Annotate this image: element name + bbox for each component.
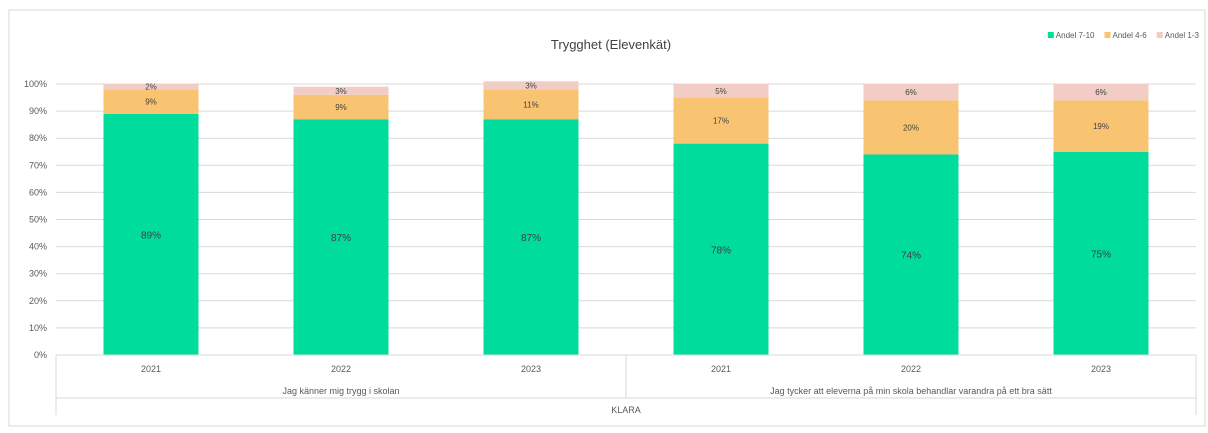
data-label: 19% (1093, 122, 1109, 131)
bar-segment (673, 84, 769, 98)
y-tick-label: 20% (29, 296, 47, 306)
data-label: 17% (713, 117, 729, 126)
bar-segment (483, 89, 579, 120)
bar-segment (103, 89, 199, 114)
bar-segment (863, 154, 959, 355)
group-label: Jag tycker att eleverna på min skola beh… (770, 386, 1052, 396)
data-label: 11% (523, 100, 538, 109)
y-tick-label: 0% (34, 350, 47, 360)
data-label: 6% (905, 88, 917, 97)
y-tick-label: 60% (29, 187, 47, 197)
legend: Andel 1-3 Andel 4-6 Andel 7-10 (1047, 31, 1200, 40)
chart-area-border (8, 9, 1206, 427)
legend-swatch (1104, 32, 1111, 38)
bar-segment (863, 100, 959, 155)
bar-segment (103, 113, 199, 355)
y-tick-label: 100% (24, 79, 47, 89)
gridlines (56, 83, 1196, 356)
outer-category-label: KLARA (611, 405, 641, 415)
data-label: 89% (141, 230, 161, 241)
y-tick-label: 30% (29, 269, 47, 279)
legend-swatch (1156, 32, 1163, 38)
data-label: 2% (145, 83, 157, 92)
x-tick-label: 2022 (331, 364, 351, 374)
x-tick-label: 2023 (521, 364, 541, 374)
bar-segment (293, 94, 389, 120)
group-label: Jag känner mig trygg i skolan (282, 386, 399, 396)
legend-label: Andel 7-10 (1056, 31, 1095, 40)
bar-segment (1053, 84, 1149, 101)
data-label: 6% (1095, 88, 1107, 97)
x-tick-label: 2022 (901, 364, 921, 374)
data-label: 74% (901, 251, 921, 262)
bar-segment (103, 84, 199, 90)
bar-segment (863, 84, 959, 101)
legend-label: Andel 4-6 (1113, 31, 1148, 40)
y-tick-label: 50% (29, 215, 47, 225)
bar-segment (1053, 151, 1149, 355)
legend-item: Andel 1-3 (1156, 31, 1200, 40)
bars: 89% 9% 2% 87% 9% 3% 87% 11% 3% 78% 17% 5% 74% 20% 6% 75… (103, 81, 1149, 355)
bar-segment (1053, 100, 1149, 152)
data-label: 20% (903, 123, 919, 132)
bar-segment (483, 81, 579, 90)
data-label: 87% (521, 233, 541, 244)
data-label: 3% (525, 81, 537, 90)
data-label: 5% (715, 87, 727, 96)
x-tick-label: 2021 (141, 364, 161, 374)
legend-label: Andel 1-3 (1165, 31, 1200, 40)
y-tick-label: 10% (29, 323, 47, 333)
data-label: 9% (335, 103, 347, 112)
y-tick-label: 40% (29, 242, 47, 252)
data-label: 75% (1091, 249, 1111, 260)
x-tick-label: 2021 (711, 364, 731, 374)
y-axis: 0% 10% 20% 30% 40% 50% 60% 70% 80% 90% 100% (24, 79, 47, 360)
y-tick-label: 80% (29, 133, 47, 143)
bar-segment (483, 119, 579, 355)
chart-title: Trygghet (Elevenkät) (551, 37, 671, 52)
bar-segment (673, 97, 769, 144)
data-label: 87% (331, 233, 351, 244)
legend-swatch (1047, 32, 1054, 38)
bar-segment (293, 86, 389, 95)
x-tick-label: 2023 (1091, 364, 1111, 374)
legend-item: Andel 7-10 (1047, 31, 1095, 40)
bar-segment (293, 119, 389, 355)
data-label: 9% (145, 98, 157, 107)
y-tick-label: 70% (29, 160, 47, 170)
data-label: 3% (335, 87, 347, 96)
bar-segment (673, 143, 769, 355)
y-tick-label: 90% (29, 106, 47, 116)
legend-item: Andel 4-6 (1104, 31, 1148, 40)
x-axis: 2021 2022 2023 2021 2022 2023 Jag känner mig t… (55, 354, 1197, 415)
data-label: 78% (711, 245, 731, 256)
